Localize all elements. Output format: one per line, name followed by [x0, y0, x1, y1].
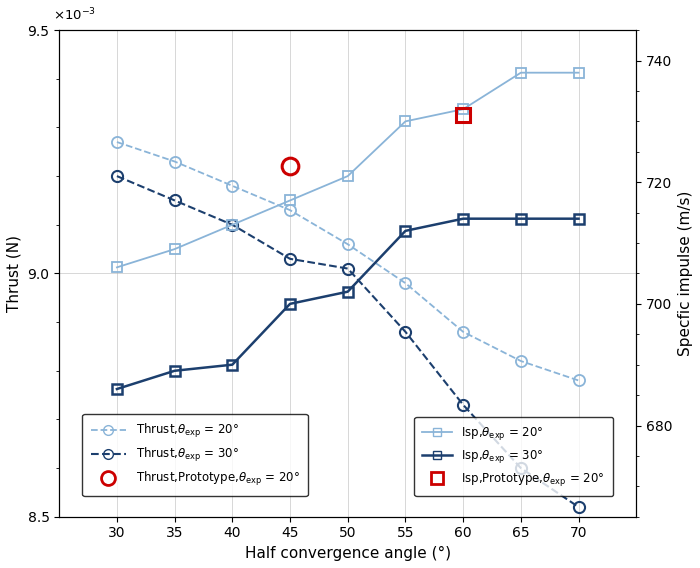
- Text: $\times10^{-3}$: $\times10^{-3}$: [53, 6, 97, 23]
- Y-axis label: Thrust (N): Thrust (N): [7, 235, 22, 312]
- Legend: Isp,$\theta_{\rm exp}$ = 20$°$, Isp,$\theta_{\rm exp}$ = 30$°$, Isp,Prototype,$\: Isp,$\theta_{\rm exp}$ = 20$°$, Isp,$\th…: [414, 417, 613, 496]
- Y-axis label: Specfic impulse (m/s): Specfic impulse (m/s): [678, 191, 693, 356]
- X-axis label: Half convergence angle (°): Half convergence angle (°): [245, 546, 451, 561]
